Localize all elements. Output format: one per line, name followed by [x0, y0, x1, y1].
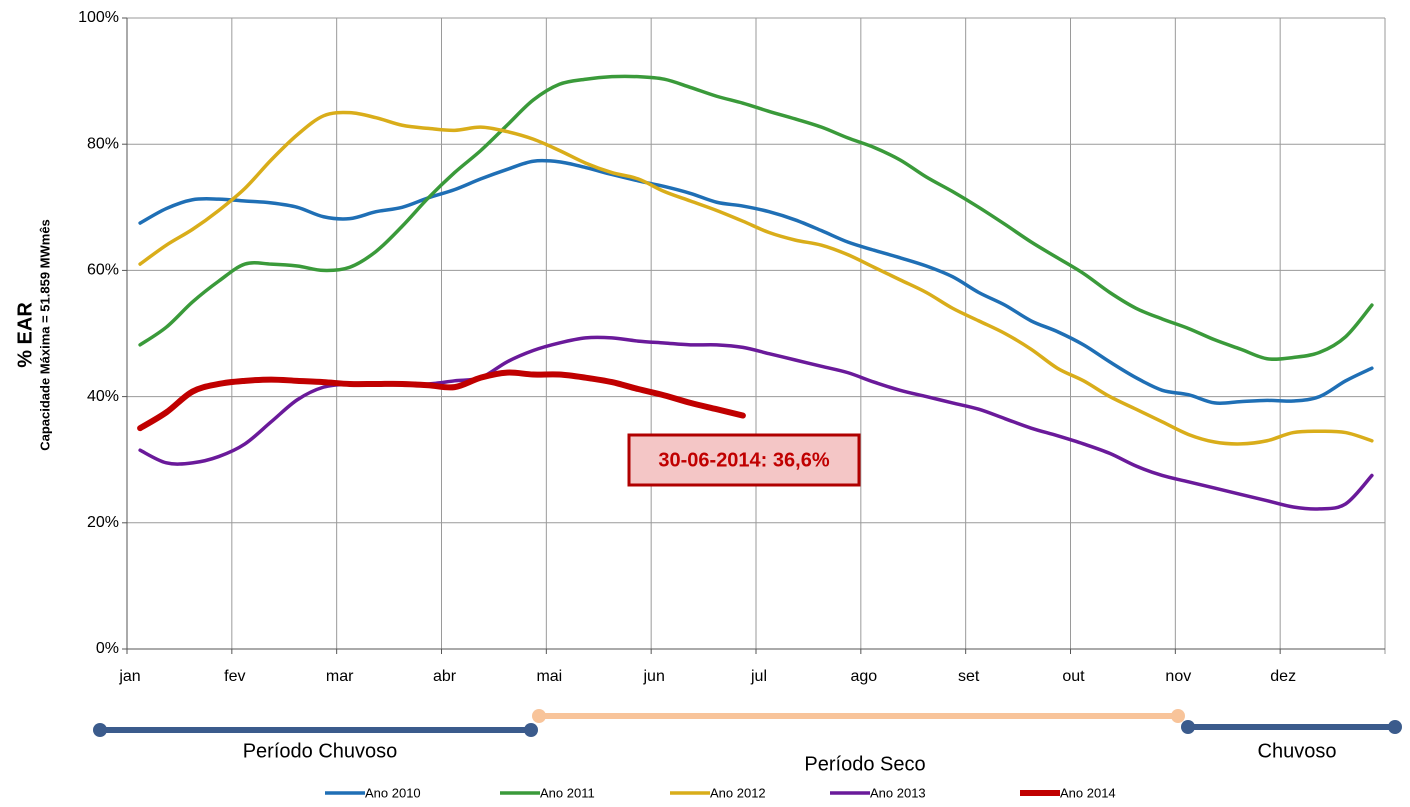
- series-line: [138, 158, 1374, 406]
- legend-label: Ano 2014: [1060, 785, 1116, 800]
- period-end: [532, 709, 546, 723]
- y-tick-label: 20%: [87, 514, 119, 531]
- x-tick-label: jan: [118, 668, 140, 685]
- x-tick-label: jun: [642, 668, 664, 685]
- y-tick-label: 100%: [78, 9, 119, 26]
- period-end: [93, 723, 107, 737]
- y-tick-label: 40%: [87, 388, 119, 405]
- period-end: [1388, 720, 1402, 734]
- y-tick-label: 80%: [87, 135, 119, 152]
- series-line: [138, 74, 1374, 362]
- series-line: [137, 369, 746, 432]
- x-tick-label: abr: [433, 668, 457, 685]
- x-tick-label: jul: [750, 668, 767, 685]
- period-label: Período Chuvoso: [243, 740, 398, 762]
- x-tick-label: mar: [326, 668, 354, 685]
- y-axis-subtitle: Capacidade Máxima = 51.859 MWmês: [37, 219, 52, 451]
- x-tick-label: dez: [1270, 668, 1296, 685]
- x-tick-label: ago: [850, 668, 877, 685]
- y-tick-label: 0%: [96, 640, 119, 657]
- legend-label: Ano 2012: [710, 785, 766, 800]
- annotation: 30-06-2014: 36,6%: [658, 449, 829, 471]
- annotation-box: [627, 433, 861, 487]
- x-tick-label: nov: [1165, 668, 1191, 685]
- y-axis-title-group: % EAR Capacidade Máxima = 51.859 MWmês: [14, 219, 52, 451]
- y-tick-label: 60%: [87, 262, 119, 279]
- period-label: Período Seco: [804, 753, 925, 775]
- legend-label: Ano 2013: [870, 785, 926, 800]
- series-line: [138, 110, 1374, 446]
- x-tick-label: out: [1062, 668, 1085, 685]
- period-end: [1181, 720, 1195, 734]
- x-tick-label: fev: [224, 668, 245, 685]
- x-tick-label: mai: [536, 668, 562, 685]
- y-axis-title: % EAR: [14, 302, 36, 368]
- period-end: [524, 723, 538, 737]
- period-label: Chuvoso: [1258, 740, 1337, 762]
- legend-label: Ano 2011: [540, 785, 595, 800]
- period-end: [1171, 709, 1185, 723]
- x-tick-label: set: [958, 668, 980, 685]
- legend-label: Ano 2010: [365, 785, 421, 800]
